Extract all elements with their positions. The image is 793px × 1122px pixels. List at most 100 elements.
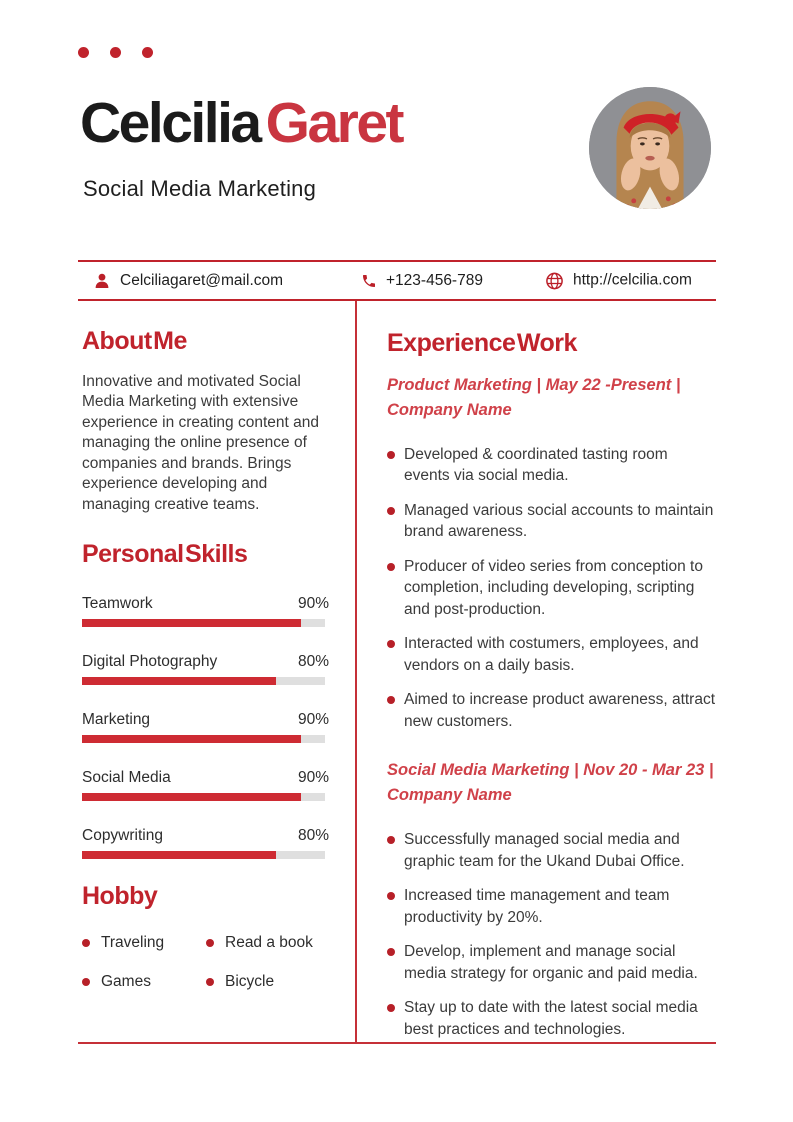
bottom-divider [78, 1042, 716, 1044]
bullet-dot-icon [387, 450, 395, 459]
skill-percent: 90% [297, 594, 329, 612]
bullet-dot-icon [387, 506, 395, 515]
bullet-dot-icon [387, 640, 395, 648]
section-heading-hobby: Hobby [82, 881, 158, 910]
hobby-label: Games [101, 973, 151, 990]
bullet-text: Stay up to date with the latest social m… [404, 999, 698, 1038]
phone-icon [363, 274, 375, 287]
section-heading-skills: Personal Skills [82, 540, 248, 568]
email-text: Celciliagaret@mail.com [120, 271, 284, 289]
contact-website[interactable]: http://celcilia.com [545, 271, 692, 290]
experience-bullets: Developed & coordinated tasting room eve… [387, 444, 717, 733]
skill-row: Marketing 90% [82, 709, 329, 743]
skill-percent: 80% [297, 826, 329, 844]
bullet-text: Increased time management and team produ… [404, 887, 670, 926]
red-dot [142, 47, 153, 58]
bullet-dot-icon [387, 892, 395, 900]
skill-label: Teamwork [82, 594, 153, 612]
hobby-label: Traveling [101, 934, 165, 951]
red-dot [110, 47, 121, 58]
person-name: Celcilia Garet [80, 91, 405, 155]
hobby-label: Bicycle [225, 973, 275, 990]
bullet-dot-icon [82, 978, 90, 986]
skill-bar-track [82, 618, 325, 627]
skill-row: Digital Photography 80% [82, 651, 329, 685]
experience-bullets: Successfully managed social media and gr… [387, 829, 717, 1040]
experience-bullet: Producer of video series from conception… [387, 556, 717, 621]
skill-percent: 90% [297, 768, 329, 786]
column-divider [355, 301, 357, 1042]
bullet-text: Managed various social accounts to maint… [404, 501, 714, 541]
job-title: Product Marketing | May 22 -Present | Co… [387, 375, 681, 419]
bullet-text: Successfully managed social media and gr… [404, 831, 685, 870]
skill-bar-track [82, 850, 325, 859]
bullet-dot-icon [387, 836, 395, 844]
bullet-text: Aimed to increase product awareness, att… [404, 691, 716, 730]
job-title: Social Media Marketing | Nov 20 - Mar 23… [387, 761, 714, 804]
bullet-dot-icon [387, 948, 395, 956]
bullet-text: Develop, implement and manage social med… [404, 943, 698, 982]
skill-bar-fill [82, 850, 277, 859]
hobby-item: Traveling [82, 934, 206, 952]
skill-label: Social Media [82, 768, 171, 786]
last-name: Garet [265, 91, 405, 155]
contact-email[interactable]: Celciliagaret@mail.com [93, 272, 283, 290]
phone-text: +123-456-789 [386, 271, 483, 289]
contact-bar: Celciliagaret@mail.com +123-456-789 http… [78, 260, 716, 301]
experience-bullet: Aimed to increase product awareness, att… [387, 689, 717, 732]
bullet-dot-icon [206, 978, 214, 986]
hobby-label: Read a book [225, 934, 313, 951]
role-title: Social Media Marketing [83, 176, 317, 201]
experience-bullet: Interacted with costumers, employees, an… [387, 633, 717, 676]
experience-bullet: Increased time management and team produ… [387, 885, 717, 928]
red-dot [78, 47, 89, 58]
skill-percent: 80% [297, 652, 329, 670]
section-heading-experience: Experience Work [387, 329, 577, 357]
skill-row: Social Media 90% [82, 767, 329, 801]
about-text: Innovative and motivated Social Media Ma… [82, 372, 319, 513]
skill-bar-fill [82, 618, 301, 627]
bullet-text: Interacted with costumers, employees, an… [404, 635, 699, 674]
skill-label: Copywriting [82, 826, 163, 844]
person-icon [95, 273, 109, 288]
skill-bar-fill [82, 792, 301, 801]
skill-label: Marketing [82, 710, 151, 728]
skills-list: Teamwork 90% Digital Photography 80% Marke… [82, 593, 329, 859]
skill-bar-track [82, 676, 325, 685]
skill-row: Copywriting 80% [82, 825, 329, 859]
skill-row: Teamwork 90% [82, 593, 329, 627]
hobby-item: Games [82, 973, 206, 991]
bullet-text: Developed & coordinated tasting room eve… [404, 445, 668, 485]
avatar-illustration [589, 87, 711, 209]
skill-label: Digital Photography [82, 652, 218, 670]
skill-percent: 90% [297, 710, 329, 728]
bullet-dot-icon [82, 939, 90, 947]
bullet-dot-icon [206, 939, 214, 947]
right-column: Experience Work Product Marketing | May … [387, 300, 717, 1053]
first-name: Celcilia [80, 91, 262, 155]
hobby-item: Bicycle [206, 973, 329, 991]
hobby-item: Read a book [206, 934, 329, 952]
contact-phone[interactable]: +123-456-789 [361, 272, 483, 290]
decorative-dots [78, 47, 153, 58]
experience-bullet: Successfully managed social media and gr… [387, 829, 717, 872]
globe-icon [546, 272, 563, 289]
experience-bullet: Managed various social accounts to maint… [387, 500, 717, 543]
section-heading-about: About Me [82, 327, 187, 355]
website-text: http://celcilia.com [573, 271, 692, 289]
skill-bar-fill [82, 734, 301, 743]
bullet-dot-icon [387, 1004, 395, 1012]
hobby-list: Traveling Read a book Games Bicycle [82, 934, 329, 991]
bullet-dot-icon [387, 562, 395, 571]
skill-bar-track [82, 792, 325, 801]
skill-bar-fill [82, 676, 277, 685]
experience-bullet: Stay up to date with the latest social m… [387, 997, 717, 1040]
left-column: About Me Innovative and motivated Social… [82, 300, 329, 991]
experience-bullet: Developed & coordinated tasting room eve… [387, 444, 717, 487]
bullet-text: Producer of video series from conception… [404, 557, 703, 618]
bullet-dot-icon [387, 696, 395, 704]
experience-bullet: Develop, implement and manage social med… [387, 941, 717, 984]
profile-photo [589, 87, 711, 209]
skill-bar-track [82, 734, 325, 743]
